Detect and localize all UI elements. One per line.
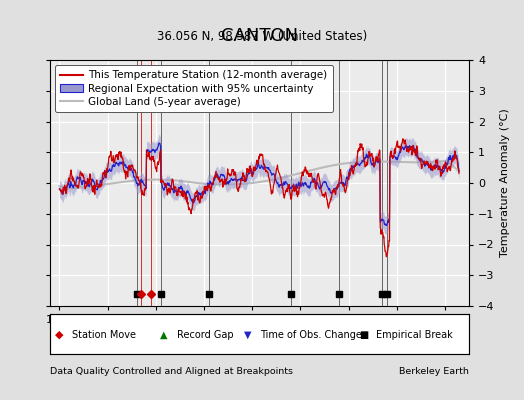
- Legend: This Temperature Station (12-month average), Regional Expectation with 95% uncer: This Temperature Station (12-month avera…: [55, 65, 333, 112]
- Text: ■: ■: [359, 330, 368, 340]
- Text: Record Gap: Record Gap: [177, 330, 233, 340]
- Y-axis label: Temperature Anomaly (°C): Temperature Anomaly (°C): [500, 109, 510, 257]
- Text: ▲: ▲: [160, 330, 167, 340]
- Title: CANTON: CANTON: [221, 26, 298, 44]
- Text: 36.056 N, 98.587 W (United States): 36.056 N, 98.587 W (United States): [157, 30, 367, 43]
- Text: Time of Obs. Change: Time of Obs. Change: [260, 330, 362, 340]
- Text: Empirical Break: Empirical Break: [376, 330, 452, 340]
- Text: ◆: ◆: [55, 330, 63, 340]
- Text: ▼: ▼: [244, 330, 251, 340]
- Text: Berkeley Earth: Berkeley Earth: [399, 367, 469, 376]
- Text: Data Quality Controlled and Aligned at Breakpoints: Data Quality Controlled and Aligned at B…: [50, 367, 293, 376]
- Text: Station Move: Station Move: [72, 330, 136, 340]
